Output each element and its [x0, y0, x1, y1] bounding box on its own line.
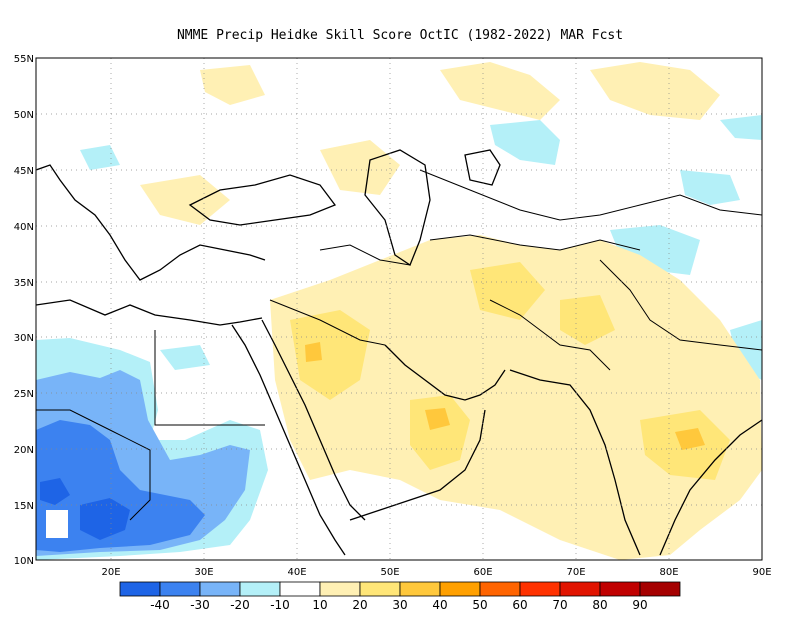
positive-skill-area	[270, 235, 762, 560]
lon-label: 50E	[380, 567, 399, 578]
border	[489, 299, 611, 371]
colorbar-label: 60	[512, 598, 527, 612]
positive-skill-area	[290, 310, 370, 400]
colorbar-label: -20	[230, 598, 250, 612]
colorbar-swatch	[519, 581, 561, 597]
border	[269, 299, 386, 346]
positive-skill-area	[140, 175, 230, 225]
negative-skill-area	[730, 320, 762, 380]
black-sea-coast	[188, 174, 337, 226]
lat-label: 55N	[14, 54, 34, 65]
colorbar-label: 70	[552, 598, 567, 612]
lat-label: 30N	[14, 333, 34, 344]
colorbar-swatch	[559, 581, 601, 597]
positive-skill-area	[560, 295, 615, 345]
colorbar-swatch	[199, 581, 241, 597]
colorbar-swatch	[639, 581, 681, 597]
colorbar: -40 -30 -20 -10 10 20 30 40 50 60 70 80 90	[119, 581, 681, 612]
persian-gulf-coast	[384, 344, 506, 401]
colorbar-label: 50	[472, 598, 487, 612]
colorbar-swatch	[239, 581, 281, 597]
positive-skill-area	[305, 342, 322, 362]
colorbar-swatch	[399, 581, 441, 597]
pakistan-india-coast	[509, 369, 641, 556]
coastlines	[36, 149, 762, 556]
border	[154, 330, 265, 426]
lon-axis: 20E 30E 40E 50E 60E 70E 80E 90E	[101, 567, 771, 578]
negative-skill-area	[610, 225, 700, 275]
colorbar-label: -10	[270, 598, 290, 612]
lat-label: 50N	[14, 110, 34, 121]
border	[419, 169, 762, 221]
lat-axis: 55N 50N 45N 40N 35N 30N 25N 20N 15N 10N	[14, 54, 34, 567]
negative-skill-area	[720, 115, 762, 140]
india-east-coast	[659, 419, 762, 556]
skill-fields	[36, 62, 762, 560]
aral-sea-coast	[464, 149, 501, 186]
colorbar-swatch	[599, 581, 641, 597]
lon-label: 80E	[659, 567, 678, 578]
positive-skill-area	[425, 408, 450, 430]
lat-label: 45N	[14, 166, 34, 177]
lon-label: 20E	[101, 567, 120, 578]
colorbar-label: -40	[150, 598, 170, 612]
colorbar-swatch	[119, 581, 161, 597]
lon-label: 60E	[473, 567, 492, 578]
colorbar-label: -30	[190, 598, 210, 612]
lat-label: 20N	[14, 445, 34, 456]
red-sea-east-coast	[261, 319, 366, 521]
colorbar-label: 10	[312, 598, 327, 612]
country-borders	[36, 169, 762, 521]
negative-skill-area	[80, 145, 120, 170]
positive-skill-area	[590, 62, 720, 120]
colorbar-swatch	[479, 581, 521, 597]
lat-label: 10N	[14, 556, 34, 567]
lon-label: 40E	[287, 567, 306, 578]
border	[599, 259, 762, 351]
negative-skill-area	[40, 478, 70, 505]
negative-skill-area	[680, 170, 740, 205]
negative-skill-area	[80, 498, 130, 540]
gridlines	[36, 58, 762, 560]
arabian-south-coast	[349, 409, 486, 521]
lon-label: 30E	[194, 567, 213, 578]
colorbar-swatch	[279, 581, 321, 597]
colorbar-label: 20	[352, 598, 367, 612]
lat-label: 25N	[14, 389, 34, 400]
mediterranean-south-coast	[36, 299, 263, 326]
lon-label: 90E	[752, 567, 771, 578]
chart-title: NMME Precip Heidke Skill Score OctIC (19…	[176, 28, 624, 43]
colorbar-swatch	[439, 581, 481, 597]
positive-skill-area	[470, 262, 545, 320]
lat-label: 35N	[14, 278, 34, 289]
colorbar-swatch	[159, 581, 201, 597]
positive-skill-area	[440, 62, 560, 120]
colorbar-label: 40	[432, 598, 447, 612]
red-sea-coast	[231, 324, 346, 556]
positive-skill-area	[320, 140, 400, 195]
colorbar-swatch	[319, 581, 361, 597]
border	[429, 234, 641, 251]
negative-skill-area	[490, 120, 560, 165]
lat-label: 15N	[14, 501, 34, 512]
colorbar-label: 80	[592, 598, 607, 612]
positive-skill-area	[675, 428, 705, 450]
europe-coastline	[36, 164, 266, 281]
negative-skill-area	[36, 420, 205, 552]
map-frame	[35, 57, 763, 561]
missing-data-patch	[46, 510, 68, 538]
colorbar-label: 30	[392, 598, 407, 612]
caspian-sea-coast	[364, 149, 431, 266]
lat-label: 40N	[14, 222, 34, 233]
lon-label: 70E	[566, 567, 585, 578]
colorbar-label: 90	[632, 598, 647, 612]
negative-skill-area	[160, 345, 210, 370]
border	[36, 409, 151, 521]
positive-skill-area	[200, 65, 265, 105]
positive-skill-area	[410, 395, 470, 470]
colorbar-swatch	[359, 581, 401, 597]
border	[319, 244, 411, 266]
